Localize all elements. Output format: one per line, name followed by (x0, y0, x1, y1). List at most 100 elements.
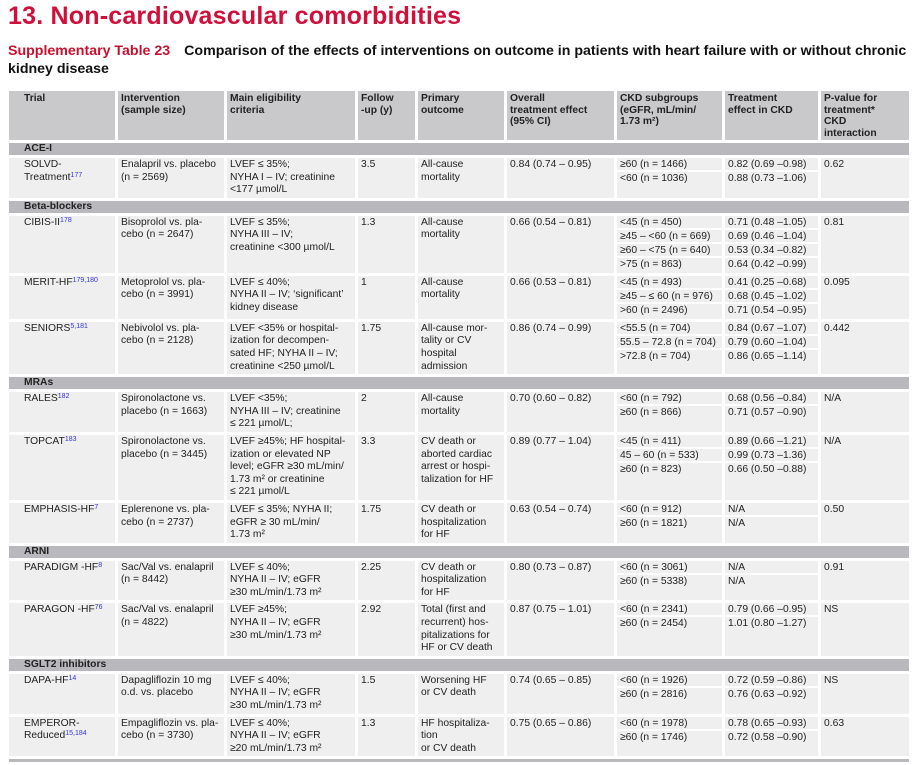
ckd-subgroups-cell: <60 (n = 792) ≥60 (n = 866) (617, 392, 722, 432)
ckd-effects-cell: 0.79 (0.66 –0.95) 1.01 (0.80 –1.27) (725, 603, 818, 656)
ckd-effects-cell: 0.82 (0.69 –0.98) 0.88 (0.73 –1.06) (725, 158, 818, 198)
overall-effect-cell: 0.75 (0.65 – 0.86) (507, 716, 614, 757)
outcome-cell: All-cause mortality (418, 215, 504, 273)
trial-name: RALES (24, 393, 58, 405)
table-row: TOPCAT183 Spironolactone vs. placebo (n =… (9, 434, 909, 500)
eligibility-cell: LVEF ≤ 35%; NYHA III – IV; creatinine <3… (227, 215, 355, 273)
followup-cell: 1.3 (358, 716, 415, 757)
followup-cell: 1 (358, 275, 415, 319)
ckd-effect: N/A (725, 503, 818, 517)
ckd-effect: 0.69 (0.46 –1.04) (725, 230, 818, 244)
overall-effect-cell: 0.89 (0.77 – 1.04) (507, 434, 614, 500)
outcome-cell: CV death or hospitalization for HF (418, 502, 504, 543)
section-row: ACE-I (9, 143, 909, 155)
followup-cell: 1.75 (358, 502, 415, 543)
followup-cell: 1.3 (358, 215, 415, 273)
eligibility-cell: LVEF ≤ 40%; NYHA II – IV; ‘significant’ … (227, 275, 355, 319)
ckd-effects-cell: 0.78 (0.65 –0.93) 0.72 (0.58 –0.90) (725, 716, 818, 757)
reference-link[interactable]: 76 (94, 604, 103, 612)
followup-cell: 3.5 (358, 158, 415, 198)
p-value-cell: 0.63 (821, 716, 909, 757)
ckd-subgroup: >75 (n = 863) (620, 258, 682, 270)
ckd-effect: 0.72 (0.59 –0.86) (725, 674, 818, 688)
section-heading: 13. Non-cardiovascular comorbidities (8, 2, 462, 30)
intervention-cell: Bisoprolol vs. pla- cebo (n = 2647) (118, 215, 224, 273)
trial-cell: SOLVD- Treatment177 (9, 158, 115, 198)
ckd-effect: N/A (728, 575, 746, 587)
outcome-cell: HF hospitaliza- tion or CV death (418, 716, 504, 757)
ckd-subgroup: 45 – 60 (n = 533) (617, 449, 722, 463)
intervention-cell: Dapagliflozin 10 mg o.d. vs. placebo (118, 673, 224, 714)
eligibility-cell: LVEF ≤ 40%; NYHA II – IV; eGFR ≥30 mL/mi… (227, 673, 355, 714)
reference-link[interactable]: 183 (64, 435, 77, 443)
trial-cell: PARAGON -HF76 (9, 603, 115, 656)
ckd-effects-cell: 0.84 (0.67 –1.07) 0.79 (0.60 –1.04) 0.86 (… (725, 321, 818, 375)
ckd-effect: 0.71 (0.54 –0.95) (728, 304, 807, 316)
ckd-subgroup: <60 (n = 792) (617, 392, 722, 407)
reference-link[interactable]: 177 (70, 171, 83, 179)
trial-name: EMPHASIS-HF (24, 503, 95, 515)
p-value-cell: 0.442 (821, 321, 909, 375)
reference-link[interactable]: 179,180 (72, 276, 98, 284)
column-header: Trial (9, 91, 115, 140)
outcome-cell: Total (first and recurrent) hos- pitaliz… (418, 603, 504, 656)
section-row: SGLT2 inhibitors (9, 658, 909, 671)
ckd-subgroup: >72.8 (n = 704) (620, 350, 691, 362)
table-bottom-rule (9, 759, 909, 763)
table-caption: Supplementary Table 23 Comparison of the … (8, 42, 908, 78)
ckd-subgroup: 55.5 – 72.8 (n = 704) (617, 336, 722, 350)
ckd-subgroup: ≥60 (n = 2454) (620, 618, 688, 630)
trial-name: PARAGON -HF (24, 604, 95, 616)
outcome-cell: All-cause mortality (418, 392, 504, 432)
reference-link[interactable]: 7 (94, 503, 99, 511)
p-value-cell: 0.62 (821, 158, 909, 198)
section-row: MRAs (9, 377, 909, 390)
trial-name: TOPCAT (24, 435, 65, 447)
trial-cell: RALES182 (9, 392, 115, 432)
p-value-cell: NS (821, 673, 909, 714)
ckd-effect: 0.41 (0.25 –0.68) (725, 276, 818, 290)
ckd-subgroups-cell: <45 (n = 450) ≥45 – <60 (n = 669) ≥60 – <7… (617, 215, 722, 273)
ckd-effect: 0.99 (0.73 –1.36) (725, 449, 818, 463)
ckd-subgroups-cell: <60 (n = 2341) ≥60 (n = 2454) (617, 603, 722, 656)
followup-cell: 1.5 (358, 673, 415, 714)
ckd-effect: 0.79 (0.66 –0.95) (725, 603, 818, 618)
eligibility-cell: LVEF <35%; NYHA III – IV; creatinine ≤ 2… (227, 392, 355, 432)
ckd-subgroups-cell: <60 (n = 912) ≥60 (n = 1821) (617, 502, 722, 543)
outcome-cell: CV death or hospitalization for HF (418, 560, 504, 601)
intervention-cell: Eplerenone vs. pla- cebo (n = 2737) (118, 502, 224, 543)
reference-link[interactable]: 182 (57, 393, 70, 401)
trial-name: PARADIGM -HF (24, 561, 99, 573)
bottom-rule (9, 759, 909, 763)
intervention-cell: Spironolactone vs. placebo (n = 3445) (118, 434, 224, 500)
ckd-subgroup: <60 (n = 3061) (617, 561, 722, 575)
reference-link[interactable]: 5,181 (70, 322, 88, 330)
ckd-subgroup: <45 (n = 493) (617, 276, 722, 290)
reference-link[interactable]: 14 (68, 674, 77, 682)
ckd-subgroup: <60 (n = 912) (617, 503, 722, 517)
ckd-subgroup: ≥60 (n = 2816) (620, 688, 688, 700)
reference-link[interactable]: 15,184 (65, 730, 87, 738)
outcome-cell: All-cause mortality (418, 275, 504, 319)
ckd-effect: N/A (728, 517, 746, 529)
section-title: ARNI (9, 545, 909, 558)
overall-effect-cell: 0.86 (0.74 – 0.99) (507, 321, 614, 375)
table-row: PARAGON -HF76 Sac/Val vs. enalapril (n = … (9, 603, 909, 656)
ckd-effect: 0.71 (0.57 –0.90) (728, 407, 807, 419)
ckd-subgroups-cell: <45 (n = 411) 45 – 60 (n = 533) ≥60 (n = 8… (617, 434, 722, 500)
ckd-effects-cell: 0.72 (0.59 –0.86) 0.76 (0.63 –0.92) (725, 673, 818, 714)
ckd-subgroup: ≥60 (n = 866) (620, 407, 682, 419)
outcome-cell: CV death or aborted cardiac arrest or ho… (418, 434, 504, 500)
column-header: Treatment effect in CKD (725, 91, 818, 140)
ckd-subgroup: >60 (n = 2496) (620, 304, 688, 316)
reference-link[interactable]: 178 (60, 216, 72, 224)
followup-cell: 2.25 (358, 560, 415, 601)
column-header: CKD subgroups (eGFR, mL/min/ 1.73 m²) (617, 91, 722, 140)
table-row: CIBIS-II178 Bisoprolol vs. pla- cebo (n =… (9, 215, 909, 273)
intervention-cell: Enalapril vs. placebo (n = 2569) (118, 158, 224, 198)
p-value-cell: 0.50 (821, 502, 909, 543)
trial-name: DAPA-HF (24, 674, 69, 686)
reference-link[interactable]: 8 (98, 561, 103, 569)
column-header: P-value for treatment* CKD interaction (821, 91, 909, 140)
section-title: ACE-I (9, 143, 909, 155)
